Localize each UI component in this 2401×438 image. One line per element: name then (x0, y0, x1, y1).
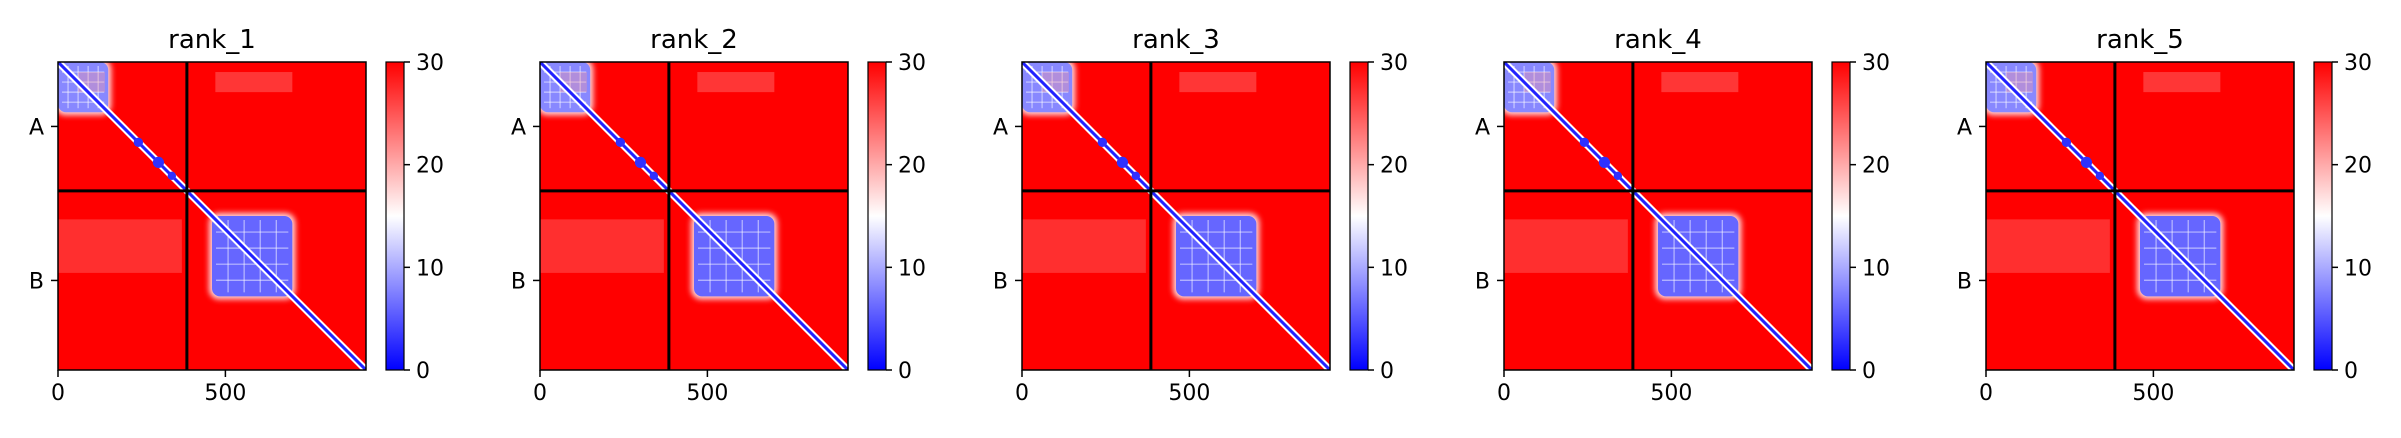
y-tick-label: B (511, 269, 526, 294)
colorbar-tick-label: 30 (2344, 51, 2372, 76)
x-tick-label: 500 (2132, 381, 2174, 406)
colorbar-tick-label: 20 (898, 154, 926, 179)
y-tick-label: A (1475, 115, 1490, 140)
chart-title: rank_5 (2096, 25, 2184, 55)
colorbar-tick-label: 20 (1380, 154, 1408, 179)
plot-frame (1985, 61, 2295, 371)
interchain-streak (1179, 72, 1257, 93)
diagonal-blob (2061, 137, 2072, 148)
diagonal-blob (167, 171, 177, 181)
heatmap-cells (1986, 62, 2294, 370)
diagonal-blob (1579, 137, 1590, 148)
y-tick-label: B (1475, 269, 1490, 294)
chart-title: rank_2 (650, 25, 738, 55)
x-tick-label: 500 (1168, 381, 1210, 406)
plot-frame (57, 61, 367, 371)
x-tick-label: 500 (686, 381, 728, 406)
diagonal-line (1986, 62, 2294, 370)
colorbar-tick-label: 0 (416, 359, 430, 384)
colorbar (1831, 61, 1851, 371)
interchain-streak (2143, 72, 2221, 93)
colorbar-tick-label: 10 (416, 256, 444, 281)
diagonal-blob (1613, 171, 1623, 181)
diagonal-line (540, 62, 848, 370)
y-tick-label: A (511, 115, 526, 140)
y-tick-label: B (1957, 269, 1972, 294)
chart-title: rank_4 (1614, 25, 1702, 55)
diagonal-line (1022, 62, 1330, 370)
plot-frame (1021, 61, 1331, 371)
colorbar-tick-label: 10 (898, 256, 926, 281)
diagonal-line (1504, 62, 1812, 370)
interchain-streak (697, 72, 775, 93)
colorbar-tick-label: 10 (1380, 256, 1408, 281)
colorbar-tick-label: 0 (1862, 359, 1876, 384)
x-tick-label: 0 (1497, 381, 1511, 406)
diagonal-blob (1116, 156, 1129, 169)
colorbar-tick-label: 30 (1380, 51, 1408, 76)
diagonal-blob (152, 156, 165, 169)
chart-title: rank_3 (1132, 25, 1220, 55)
plot-frame (539, 61, 849, 371)
colorbar-tick-label: 10 (1862, 256, 1890, 281)
y-tick-label: B (29, 269, 44, 294)
colorbar (385, 61, 405, 371)
heatmap-cells (1022, 62, 1330, 370)
colorbar-tick-label: 20 (2344, 154, 2372, 179)
colorbar-tick-label: 0 (1380, 359, 1394, 384)
heatmap-cells (1504, 62, 1812, 370)
heatmap-panel-5: rank_5 0 500 A B 0 10 20 30 (1957, 25, 2372, 406)
heatmap-cells (540, 62, 848, 370)
x-tick-label: 500 (204, 381, 246, 406)
x-tick-label: 0 (533, 381, 547, 406)
heatmap-cells (58, 62, 366, 370)
diagonal-blob (634, 156, 647, 169)
interchain-streak (1504, 219, 1628, 273)
diagonal-blob (2080, 156, 2093, 169)
colorbar-tick-label: 30 (898, 51, 926, 76)
colorbar-tick-label: 0 (898, 359, 912, 384)
colorbar-tick-label: 10 (2344, 256, 2372, 281)
diagonal-blob (1598, 156, 1611, 169)
diagonal-blob (2095, 171, 2105, 181)
diagonal-blob (1131, 171, 1141, 181)
colorbar (867, 61, 887, 371)
interchain-streak (1661, 72, 1739, 93)
plot-frame (1503, 61, 1813, 371)
chart-title: rank_1 (168, 25, 256, 55)
colorbar (2313, 61, 2333, 371)
y-tick-label: A (1957, 115, 1972, 140)
interchain-streak (215, 72, 293, 93)
interchain-streak (1022, 219, 1146, 273)
heatmap-panel-2: rank_2 0 500 A B 0 10 20 30 (511, 25, 926, 406)
heatmap-panel-3: rank_3 0 500 A B 0 10 20 30 (993, 25, 1408, 406)
y-tick-label: A (29, 115, 44, 140)
diagonal-blob (649, 171, 659, 181)
colorbar (1349, 61, 1369, 371)
colorbar-tick-label: 20 (416, 154, 444, 179)
diagonal-blob (133, 137, 144, 148)
heatmap-panel-4: rank_4 0 500 A B 0 10 20 30 (1475, 25, 1890, 406)
x-tick-label: 0 (1015, 381, 1029, 406)
colorbar-tick-label: 30 (1862, 51, 1890, 76)
x-tick-label: 0 (1979, 381, 1993, 406)
colorbar-tick-label: 0 (2344, 359, 2358, 384)
interchain-streak (540, 219, 664, 273)
diagonal-blob (615, 137, 626, 148)
y-tick-label: A (993, 115, 1008, 140)
interchain-streak (58, 219, 182, 273)
diagonal-line (58, 62, 366, 370)
x-tick-label: 500 (1650, 381, 1692, 406)
heatmap-panel-1: rank_1 0 500 A B 0 10 20 30 (29, 25, 444, 406)
colorbar-tick-label: 20 (1862, 154, 1890, 179)
interchain-streak (1986, 219, 2110, 273)
x-tick-label: 0 (51, 381, 65, 406)
colorbar-tick-label: 30 (416, 51, 444, 76)
diagonal-blob (1097, 137, 1108, 148)
y-tick-label: B (993, 269, 1008, 294)
